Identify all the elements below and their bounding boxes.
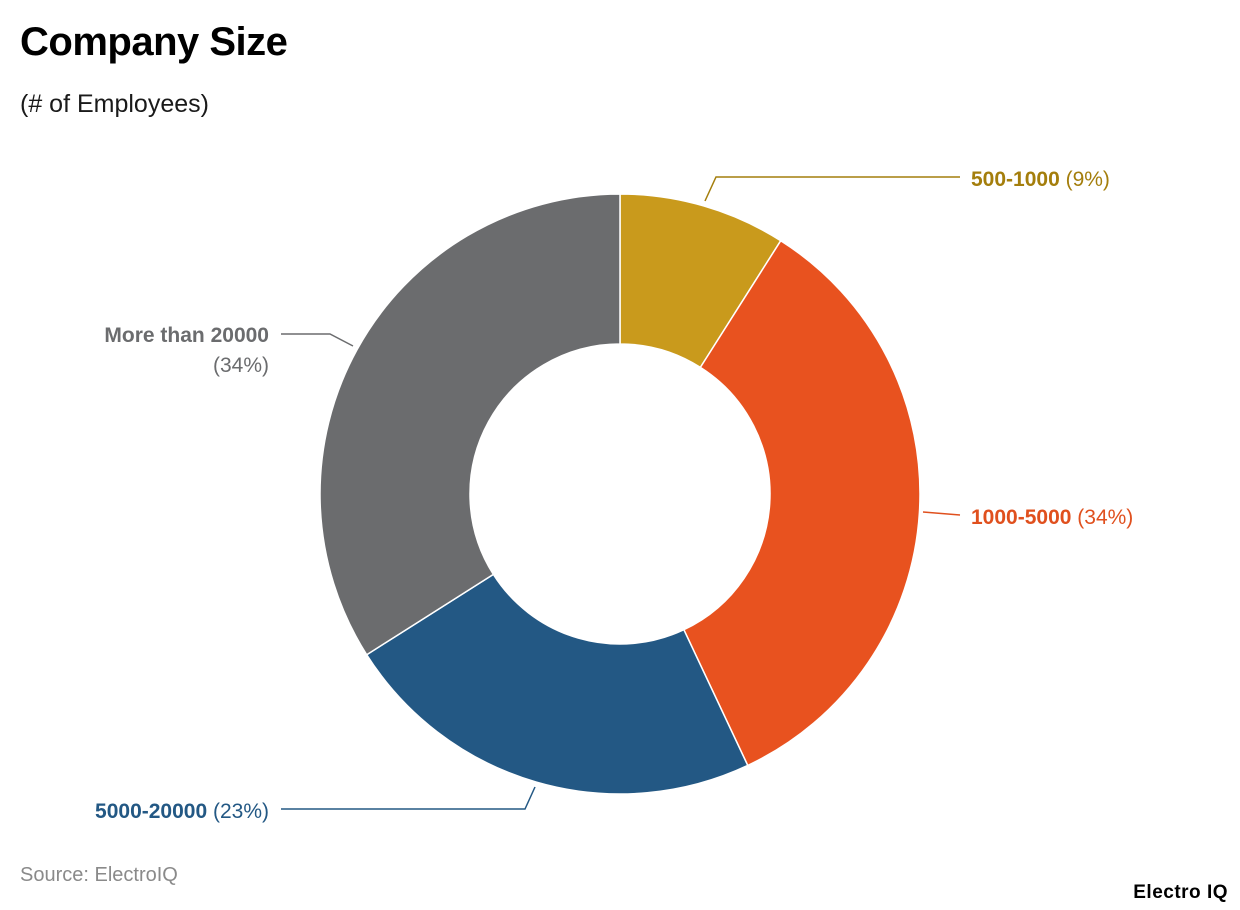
leader-line-5000-20000 xyxy=(281,786,536,810)
slice-label-name: 5000-20000 xyxy=(95,800,207,823)
slice-label-value: (23%) xyxy=(207,800,269,823)
leader-line-500-1000 xyxy=(704,176,960,202)
chart-subtitle: (# of Employees) xyxy=(20,90,209,118)
slice-label-1000-5000: 1000-5000 (34%) xyxy=(971,506,1133,529)
slice-label-value: (9%) xyxy=(1060,168,1110,191)
slice-1000-5000 xyxy=(682,239,921,767)
slice-label-5000-20000: 5000-20000 (23%) xyxy=(95,800,269,823)
slice-label-value: (34%) xyxy=(1071,506,1133,529)
slice-label-500-1000: 500-1000 (9%) xyxy=(971,168,1110,191)
leader-line-more-than-20000 xyxy=(281,333,354,347)
slice-more-than-20000 xyxy=(319,193,621,656)
slice-label-name: More than 20000 xyxy=(104,324,269,347)
brand-logo: Electro IQ xyxy=(1133,882,1228,903)
source-note: Source: ElectroIQ xyxy=(20,864,178,886)
leader-line-1000-5000 xyxy=(922,511,961,516)
slice-label-more-than-20000: More than 20000 (34%) xyxy=(104,324,269,377)
slice-label-name: 500-1000 xyxy=(971,168,1060,191)
slice-5000-20000 xyxy=(365,573,749,795)
slice-label-value: (34%) xyxy=(213,354,269,377)
slice-label-name: 1000-5000 xyxy=(971,506,1071,529)
chart-title: Company Size xyxy=(20,20,288,64)
